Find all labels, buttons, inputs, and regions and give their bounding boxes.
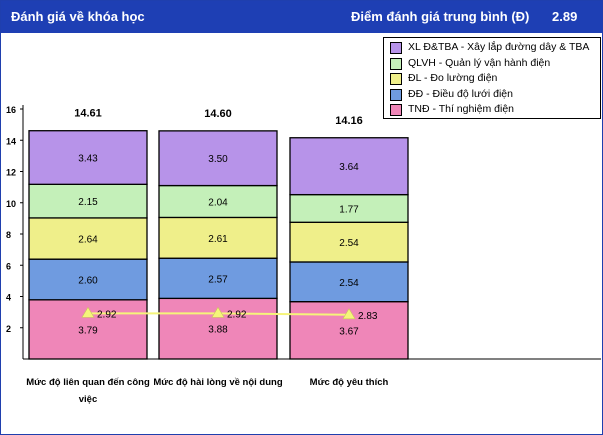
chart-legend: XL Đ&TBA - Xây lắp đường dây & TBA QLVH -… <box>383 37 601 119</box>
header-bar: Đánh giá về khóa học Điểm đánh giá trung… <box>1 1 602 33</box>
legend-swatch <box>390 42 402 54</box>
bar-segment <box>158 257 278 300</box>
chart-title: Đánh giá về khóa học <box>11 9 145 24</box>
bar-value-label: 2.54 <box>339 238 359 249</box>
average-value-label: 2.92 <box>227 309 247 320</box>
category-label: Mức độ liên quan đến công <box>26 377 150 388</box>
legend-swatch <box>390 104 402 116</box>
average-value-label: 2.83 <box>358 311 378 322</box>
stacked-bar-chart: 2 4 6 8 10 12 14 16 3.79 2.60 2.64 2.15 3.43 14.61 3.8… <box>6 105 601 405</box>
legend-label: ĐĐ - Điều độ lưới điện <box>408 87 513 100</box>
bar-segment <box>158 216 278 259</box>
bar-value-label: 2.54 <box>339 278 359 289</box>
bar-value-label: 2.64 <box>78 235 98 246</box>
category-label: Mức độ hài lòng về nội dung <box>153 377 283 388</box>
average-score-label: Điểm đánh giá trung bình (Đ) <box>351 9 530 24</box>
legend-label: XL Đ&TBA - Xây lắp đường dây & TBA <box>408 41 590 53</box>
bar-value-label: 3.43 <box>78 154 98 165</box>
bar-value-label: 2.61 <box>208 234 228 245</box>
category-label: Mức độ yêu thích <box>310 377 389 388</box>
bar-value-label: 3.64 <box>339 162 359 173</box>
bar-total-label: 14.16 <box>335 115 363 127</box>
bar-segment <box>28 130 148 185</box>
bar-value-label: 3.88 <box>208 325 228 336</box>
legend-label: ĐL - Đo lường điện <box>408 72 498 84</box>
bar-segment <box>158 130 278 187</box>
average-marker <box>81 306 95 318</box>
average-marker <box>211 306 225 318</box>
y-tick-label: 8 <box>6 230 11 240</box>
category-label: việc <box>79 394 98 405</box>
bar-value-label: 2.60 <box>78 275 98 286</box>
legend-label: TNĐ - Thí nghiệm điện <box>408 103 515 115</box>
bar-value-label: 3.50 <box>208 154 228 165</box>
y-tick-label: 4 <box>6 293 11 303</box>
y-tick-label: 6 <box>6 261 11 271</box>
y-tick-label: 16 <box>6 105 16 115</box>
average-value-label: 2.92 <box>97 309 117 320</box>
average-marker <box>342 308 356 320</box>
bar-segment <box>289 193 409 223</box>
bar-value-label: 2.57 <box>208 274 228 285</box>
y-tick-label: 10 <box>6 199 16 209</box>
bar-value-label: 2.15 <box>78 197 98 208</box>
average-score-value: 2.89 <box>552 9 578 24</box>
bar-value-label: 1.77 <box>339 204 359 215</box>
bar-total-label: 14.60 <box>204 108 232 120</box>
bar-segment <box>289 137 409 196</box>
bar-value-label: 3.79 <box>78 325 98 336</box>
bar-segment <box>28 217 148 260</box>
y-tick-label: 12 <box>6 168 16 178</box>
y-tick-label: 14 <box>6 136 16 146</box>
bar-segment <box>158 184 278 219</box>
bar-value-label: 2.04 <box>208 198 228 209</box>
bar-total-label: 14.61 <box>74 108 102 120</box>
legend-swatch <box>390 73 402 85</box>
bar-segment <box>289 221 409 263</box>
bar-segment <box>28 258 148 301</box>
legend-swatch <box>390 57 402 70</box>
legend-label: QLVH - Quản lý vận hành điện <box>408 56 551 69</box>
legend-swatch <box>390 88 402 101</box>
bar-value-label: 3.67 <box>339 326 359 337</box>
y-tick-label: 2 <box>6 324 11 334</box>
